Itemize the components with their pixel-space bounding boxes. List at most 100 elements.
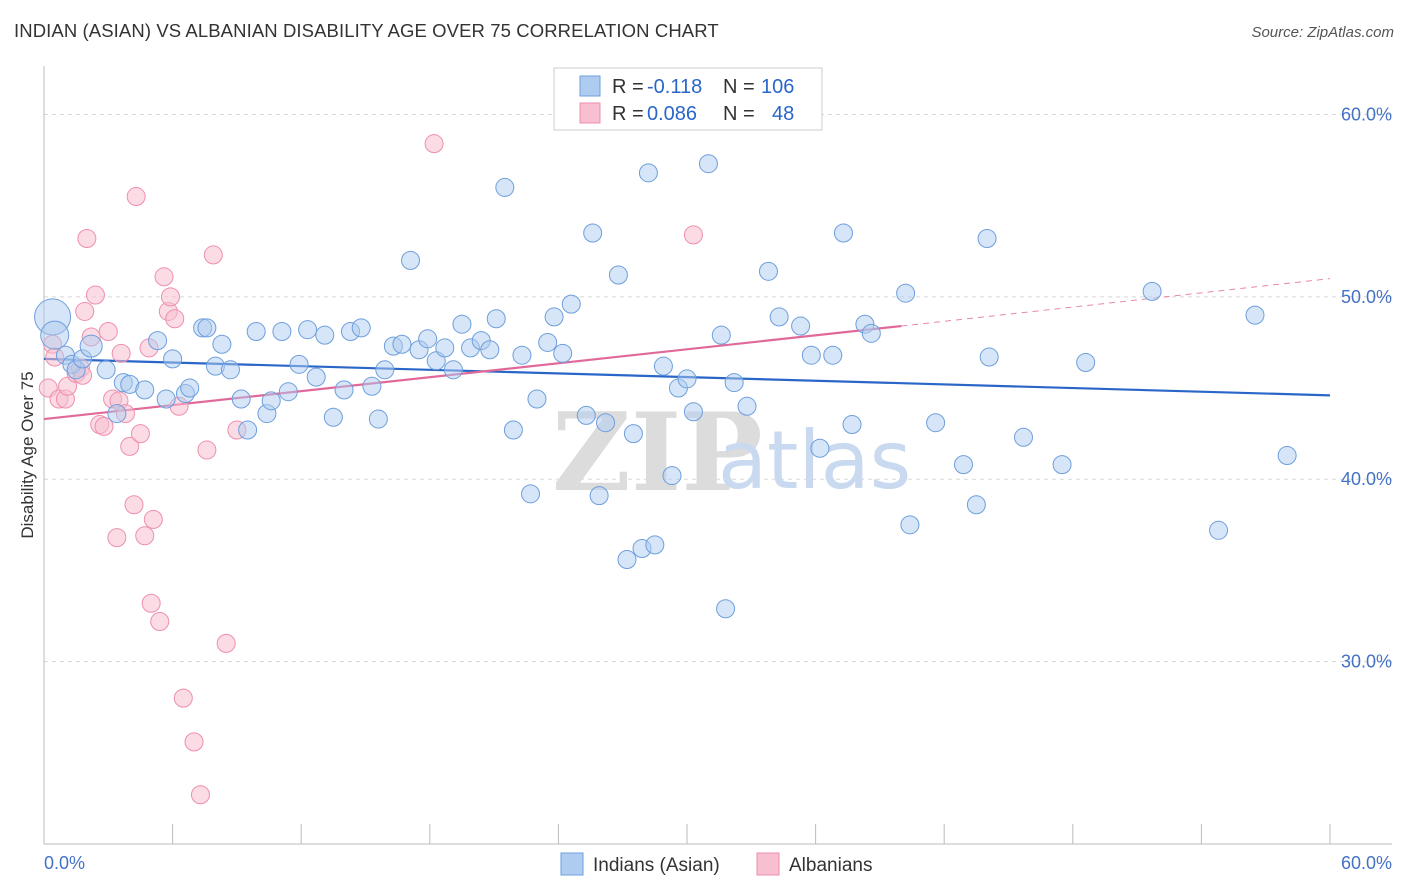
point-indian [966,495,986,515]
point-albanian [143,509,163,529]
point-indian [401,250,421,270]
point-indian [724,373,744,393]
bottom-legend-swatch-albanian [756,852,780,876]
chart-title: INDIAN (ASIAN) VS ALBANIAN DISABILITY AG… [14,20,719,41]
point-albanian [77,228,97,248]
point-indian [246,322,266,342]
point-indian [544,307,564,327]
point-indian [1209,520,1229,540]
point-indian [823,345,843,365]
point-indian [289,354,309,374]
point-albanian [683,225,703,245]
point-indian [1052,455,1072,475]
point-indian [486,309,506,329]
point-indian [495,177,515,197]
point-albanian [165,309,185,329]
point-albanian [126,187,146,207]
point-indian [521,484,541,504]
point-indian [953,455,973,475]
point-albanian [190,785,210,805]
point-indian [298,320,318,340]
point-indian [737,396,757,416]
x-tick-label-max: 60.0% [1341,853,1392,873]
point-indian [596,413,616,433]
point-albanian [124,495,144,515]
point-indian [677,369,697,389]
legend-r-value-indian: -0.118 [647,76,702,98]
point-indian [212,334,232,354]
point-indian [231,389,251,409]
bottom-legend-swatch-indian [560,852,584,876]
point-albanian [85,285,105,305]
y-tick-label: 50.0% [1341,287,1392,307]
point-indian [79,334,103,358]
point-indian [362,376,382,396]
point-indian [512,345,532,365]
point-indian [452,314,472,334]
labels-layer: 30.0% 40.0% 50.0% 60.0% 0.0% 60.0% [44,104,1392,873]
point-indian [315,325,335,345]
point-indian [683,402,703,422]
point-albanian [98,322,118,342]
legend-r-label-albanian: R = [612,103,644,125]
point-indian [503,420,523,440]
point-indian [896,283,916,303]
point-indian [979,347,999,367]
point-indian [645,535,665,555]
point-albanian [184,732,204,752]
axes-layer [43,66,1392,845]
point-indian [107,404,127,424]
legend-n-label-albanian: N = [723,103,755,125]
point-indian [156,389,176,409]
point-indian [96,360,116,380]
trendline-albanian-extension [901,278,1331,327]
point-indian [418,329,438,349]
point-indian [801,345,821,365]
point-indian [1277,446,1297,466]
point-albanian [107,528,127,548]
point-albanian [130,424,150,444]
point-indian [842,415,862,435]
point-indian [148,331,168,351]
grid-layer [44,113,1392,663]
point-indian [561,294,581,314]
top-legend: R = -0.118 N = 106 R = 0.086 N = 48 [553,67,823,131]
point-indian [40,320,70,350]
point-indian [698,154,718,174]
point-indian [480,340,500,360]
point-albanian [197,440,217,460]
point-indian [977,228,997,248]
point-indian [443,360,463,380]
point-albanian [216,633,236,653]
point-indian [392,334,412,354]
point-albanian [75,301,95,321]
point-indian [576,405,596,425]
point-indian [617,549,637,569]
point-indian [810,438,830,458]
point-indian [791,316,811,336]
y-axis-title: Disability Age Over 75 [18,371,37,538]
legend-n-value-albanian: 48 [772,103,794,125]
point-albanian [160,287,180,307]
watermark-atlas: atlas [718,414,911,507]
point-indian [662,466,682,486]
x-tick-label-min: 0.0% [44,853,85,873]
legend-n-value-indian: 106 [761,76,794,98]
point-indian [435,338,455,358]
point-indian [278,382,298,402]
point-albanian [94,416,114,436]
point-albanian [111,343,131,363]
point-indian [1245,305,1265,325]
point-albanian [154,267,174,287]
point-indian [527,389,547,409]
point-indian [238,420,258,440]
legend-swatch-indian [579,75,601,97]
point-indian [861,323,881,343]
legend-n-label-indian: N = [723,76,755,98]
point-indian [758,261,778,281]
point-albanian [203,245,223,265]
point-indian [1076,353,1096,373]
legend-r-label-indian: R = [612,76,644,98]
bottom-legend-label-indian: Indians (Asian) [593,855,720,876]
points-layer [34,134,1297,805]
